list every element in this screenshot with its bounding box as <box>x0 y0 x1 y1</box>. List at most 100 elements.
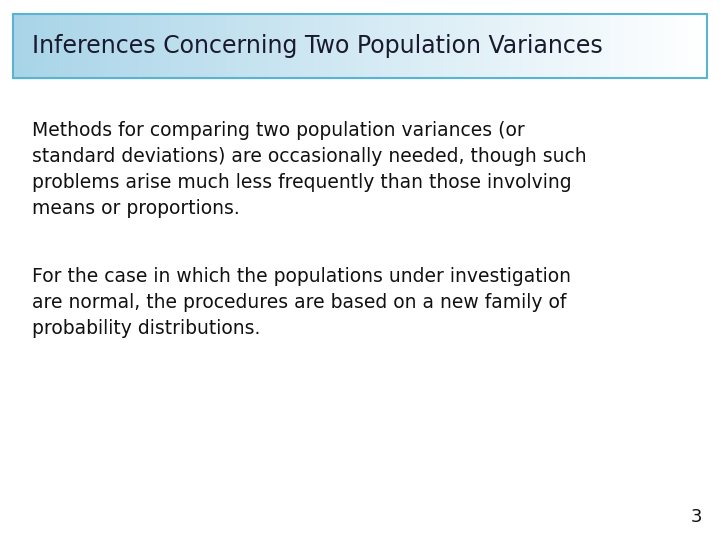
Bar <box>68 14 73 78</box>
Bar <box>661 14 665 78</box>
Bar <box>147 14 152 78</box>
Bar <box>591 14 596 78</box>
Bar <box>171 14 175 78</box>
Bar <box>462 14 467 78</box>
Bar <box>619 14 624 78</box>
Bar <box>429 14 434 78</box>
Bar <box>337 14 341 78</box>
Bar <box>499 14 503 78</box>
Bar <box>434 14 438 78</box>
Bar <box>383 14 388 78</box>
Bar <box>305 14 309 78</box>
Bar <box>526 14 531 78</box>
Bar <box>59 14 64 78</box>
Bar <box>41 14 45 78</box>
Bar <box>101 14 106 78</box>
Bar <box>212 14 217 78</box>
Bar <box>642 14 647 78</box>
Bar <box>503 14 508 78</box>
Bar <box>17 14 22 78</box>
Bar <box>559 14 564 78</box>
Bar <box>415 14 420 78</box>
Bar <box>106 14 110 78</box>
Bar <box>133 14 138 78</box>
Bar <box>656 14 661 78</box>
Bar <box>392 14 397 78</box>
Bar <box>120 14 124 78</box>
Bar <box>244 14 249 78</box>
Bar <box>300 14 305 78</box>
Bar <box>688 14 693 78</box>
Bar <box>596 14 600 78</box>
Bar <box>82 14 87 78</box>
Bar <box>73 14 78 78</box>
Bar <box>629 14 633 78</box>
Bar <box>138 14 143 78</box>
Text: Inferences Concerning Two Population Variances: Inferences Concerning Two Population Var… <box>32 34 603 58</box>
Bar <box>684 14 688 78</box>
Bar <box>114 14 120 78</box>
Bar <box>698 14 703 78</box>
Bar <box>614 14 619 78</box>
Bar <box>13 14 707 78</box>
Bar <box>652 14 656 78</box>
Bar <box>175 14 179 78</box>
Bar <box>179 14 184 78</box>
Bar <box>194 14 198 78</box>
Bar <box>453 14 457 78</box>
Bar <box>166 14 171 78</box>
Bar <box>267 14 272 78</box>
Bar <box>457 14 462 78</box>
Bar <box>536 14 541 78</box>
Bar <box>647 14 652 78</box>
Bar <box>272 14 276 78</box>
Bar <box>518 14 522 78</box>
Bar <box>490 14 494 78</box>
Bar <box>282 14 286 78</box>
Bar <box>198 14 202 78</box>
Bar <box>78 14 82 78</box>
Bar <box>32 14 36 78</box>
Bar <box>13 14 17 78</box>
Bar <box>522 14 526 78</box>
Bar <box>564 14 568 78</box>
Bar <box>679 14 684 78</box>
Bar <box>143 14 147 78</box>
Text: 3: 3 <box>690 509 702 526</box>
Bar <box>91 14 96 78</box>
Bar <box>364 14 369 78</box>
Bar <box>356 14 360 78</box>
Bar <box>549 14 554 78</box>
Bar <box>425 14 429 78</box>
Bar <box>438 14 444 78</box>
Bar <box>480 14 485 78</box>
Bar <box>508 14 513 78</box>
Bar <box>263 14 267 78</box>
Bar <box>22 14 27 78</box>
Bar <box>541 14 545 78</box>
Bar <box>675 14 679 78</box>
Bar <box>55 14 59 78</box>
Bar <box>27 14 32 78</box>
Bar <box>240 14 244 78</box>
Bar <box>444 14 448 78</box>
Bar <box>110 14 114 78</box>
Bar <box>346 14 351 78</box>
Bar <box>351 14 356 78</box>
Bar <box>388 14 392 78</box>
Bar <box>96 14 101 78</box>
Bar <box>420 14 425 78</box>
Bar <box>587 14 591 78</box>
Bar <box>568 14 573 78</box>
Text: For the case in which the populations under investigation
are normal, the proced: For the case in which the populations un… <box>32 267 572 338</box>
Bar <box>665 14 670 78</box>
Bar <box>217 14 221 78</box>
Bar <box>309 14 314 78</box>
Bar <box>323 14 328 78</box>
Bar <box>202 14 207 78</box>
Bar <box>189 14 194 78</box>
Bar <box>494 14 499 78</box>
Bar <box>230 14 235 78</box>
Bar <box>87 14 91 78</box>
Bar <box>64 14 68 78</box>
